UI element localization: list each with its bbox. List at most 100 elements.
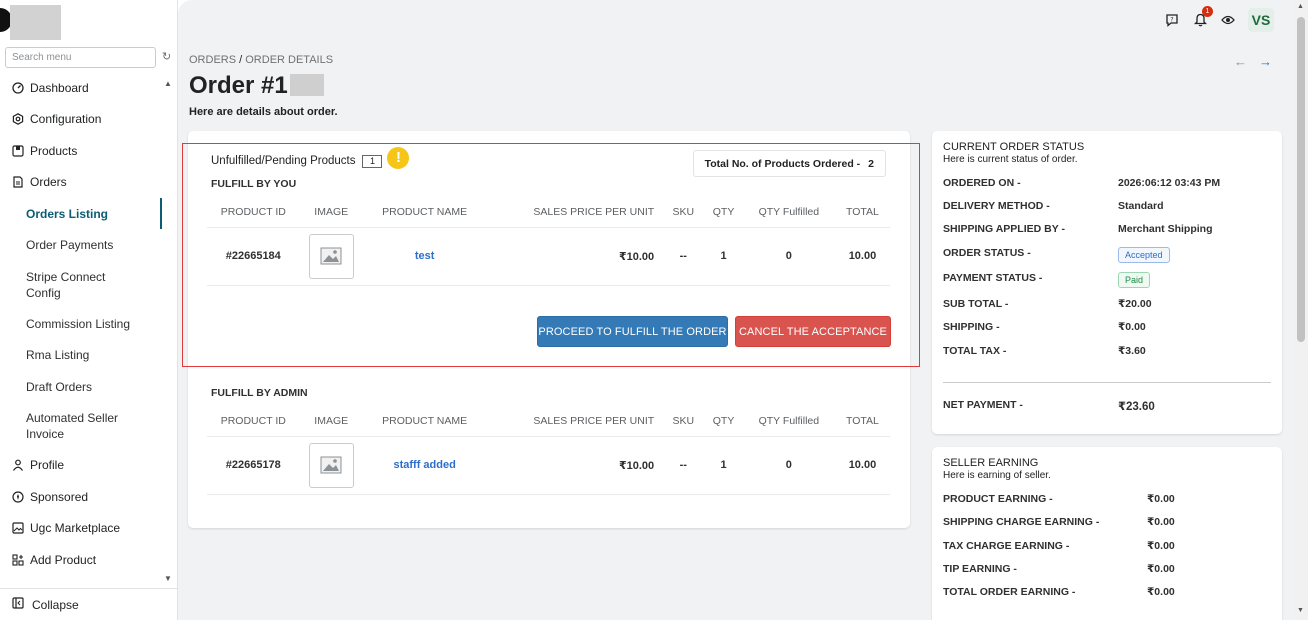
status-badge: Accepted [1118, 247, 1170, 263]
current-order-status-card: CURRENT ORDER STATUS Here is current sta… [932, 131, 1282, 434]
fulfill-by-you-table: PRODUCT ID IMAGE PRODUCT NAME SALES PRIC… [207, 197, 890, 286]
status-badge: Paid [1118, 272, 1151, 288]
gear-icon [11, 113, 24, 126]
seller-earning-card: SELLER EARNING Here is earning of seller… [932, 447, 1282, 620]
delivery-method-row: DELIVERY METHOD - Standard [943, 200, 1164, 212]
arrow-right-icon[interactable]: → [1259, 54, 1272, 69]
ordered-on-row: ORDERED ON - 2026:06:12 03:43 PM [943, 177, 1220, 189]
eye-icon[interactable] [1220, 12, 1236, 28]
col-header: IMAGE [299, 406, 363, 437]
highlight-annotation-box [182, 143, 920, 367]
col-header: QTY Fulfilled [742, 406, 835, 437]
sidebar-item-label: Stripe Connect Config [26, 269, 106, 300]
shipping-row: SHIPPING - ₹0.00 [943, 321, 1146, 333]
refresh-icon[interactable]: ↻ [162, 51, 172, 63]
sidebar-item-automated-seller-invoice[interactable]: Automated Seller Invoice [0, 403, 165, 450]
sidebar-item-draft-orders[interactable]: Draft Orders [0, 371, 165, 403]
image-placeholder-icon [308, 233, 354, 279]
sidebar-scroll-up-icon[interactable]: ▲ [164, 79, 172, 88]
sidebar-scroll-down-icon[interactable]: ▼ [164, 574, 172, 583]
add-product-icon [11, 553, 24, 566]
field-label: TOTAL TAX - [943, 345, 1007, 357]
net-payment-row: NET PAYMENT - ₹23.60 [943, 399, 1155, 413]
order-pager: ← → [1234, 54, 1272, 69]
sidebar-item-label: Draft Orders [26, 379, 93, 394]
product-image-cell [299, 227, 363, 286]
sku: -- [662, 436, 705, 495]
total-products-label: Total No. of Products Ordered - [704, 157, 861, 170]
col-header: SKU [662, 197, 705, 228]
sidebar-item-ugc-marketplace[interactable]: Ugc Marketplace [0, 513, 165, 545]
sub-total-row: SUB TOTAL - ₹20.00 [943, 298, 1152, 310]
redacted-order-number [289, 73, 324, 96]
scroll-up-icon[interactable]: ▲ [1297, 3, 1304, 10]
sidebar-item-orders-listing[interactable]: Orders Listing [0, 198, 165, 230]
total-order-earning-row: TOTAL ORDER EARNING - ₹0.00 [943, 586, 1175, 598]
sidebar-item-rma-listing[interactable]: Rma Listing [0, 340, 165, 372]
sidebar-item-configuration[interactable]: Configuration [0, 104, 165, 136]
field-label: ORDER STATUS - [943, 247, 1031, 259]
arrow-left-icon[interactable]: ← [1234, 54, 1247, 69]
person-icon [11, 459, 24, 472]
warning-icon: ! [387, 147, 410, 169]
field-label: SHIPPING APPLIED BY - [943, 223, 1065, 235]
product-name-link[interactable]: test [362, 227, 487, 286]
field-label: PRODUCT EARNING - [943, 493, 1053, 505]
product-name-link[interactable]: stafff added [362, 436, 487, 495]
logo-image [10, 5, 61, 40]
menu-search: ↻ [5, 47, 175, 69]
sidebar: ↻ ▲ Dashboard Configuration Products Ord… [0, 0, 178, 620]
cancel-acceptance-button[interactable]: CANCEL THE ACCEPTANCE [735, 316, 891, 347]
shipping-applied-row: SHIPPING APPLIED BY - Merchant Shipping [943, 223, 1213, 235]
col-header: PRODUCT NAME [362, 197, 487, 228]
avatar[interactable]: VS [1248, 8, 1274, 32]
sidebar-item-label: Profile [30, 458, 65, 473]
collapse-button[interactable]: Collapse [0, 588, 178, 620]
field-label: SHIPPING - [943, 321, 1000, 333]
field-label: ORDERED ON - [943, 177, 1021, 189]
field-label: PAYMENT STATUS - [943, 272, 1043, 284]
table-header-row: PRODUCT ID IMAGE PRODUCT NAME SALES PRIC… [207, 197, 890, 228]
page-scrollbar[interactable]: ▲ ▼ [1294, 0, 1308, 620]
sidebar-item-order-payments[interactable]: Order Payments [0, 230, 165, 262]
col-header: IMAGE [299, 197, 363, 228]
breadcrumb-orders[interactable]: ORDERS [189, 54, 237, 66]
sidebar-item-stripe-connect[interactable]: Stripe Connect Config [0, 261, 165, 308]
chat-help-icon[interactable]: ? [1164, 12, 1180, 28]
notification-bell-icon[interactable]: 1 [1192, 6, 1213, 28]
order-status-row: ORDER STATUS - Accepted [943, 247, 1170, 263]
col-header: QTY [704, 197, 743, 228]
tax-charge-earning-row: TAX CHARGE EARNING - ₹0.00 [943, 540, 1175, 552]
breadcrumb: ORDERS / ORDER DETAILS [189, 54, 333, 66]
search-menu-input[interactable] [5, 47, 156, 68]
field-value: ₹20.00 [1118, 298, 1152, 310]
sidebar-item-commission-listing[interactable]: Commission Listing [0, 308, 165, 340]
sidebar-item-dashboard[interactable]: Dashboard [0, 72, 165, 104]
order-products-card: Unfulfilled/Pending Products 1 ! Total N… [188, 131, 910, 528]
qty-fulfilled: 0 [742, 227, 835, 286]
collapse-icon [12, 597, 24, 612]
sidebar-item-sponsored[interactable]: Sponsored [0, 481, 165, 513]
qty: 1 [704, 227, 743, 286]
proceed-to-fulfill-button[interactable]: PROCEED TO FULFILL THE ORDER [537, 316, 728, 347]
sponsored-icon [11, 490, 24, 503]
page-title-text: Order #1 [189, 72, 288, 99]
product-id: #22665178 [207, 436, 300, 495]
sidebar-item-profile[interactable]: Profile [0, 450, 165, 482]
field-value: ₹0.00 [1147, 586, 1175, 598]
breadcrumb-separator: / [239, 54, 243, 66]
unfulfilled-header: Unfulfilled/Pending Products 1 ! [211, 147, 410, 169]
col-header: PRODUCT NAME [362, 406, 487, 437]
field-value: ₹23.60 [1118, 401, 1155, 413]
scroll-thumb[interactable] [1297, 17, 1305, 342]
image-placeholder-icon [308, 442, 354, 488]
sidebar-item-products[interactable]: Products [0, 135, 165, 167]
sidebar-item-label: Orders Listing [26, 206, 109, 221]
total-products-value: 2 [868, 157, 874, 170]
table-header-row: PRODUCT ID IMAGE PRODUCT NAME SALES PRIC… [207, 406, 890, 437]
sidebar-item-orders[interactable]: Orders [0, 167, 165, 199]
orders-icon [11, 176, 24, 189]
scroll-down-icon[interactable]: ▼ [1297, 607, 1304, 614]
sidebar-item-add-product[interactable]: Add Product [0, 544, 165, 576]
sidebar-item-label: Products [30, 143, 78, 158]
